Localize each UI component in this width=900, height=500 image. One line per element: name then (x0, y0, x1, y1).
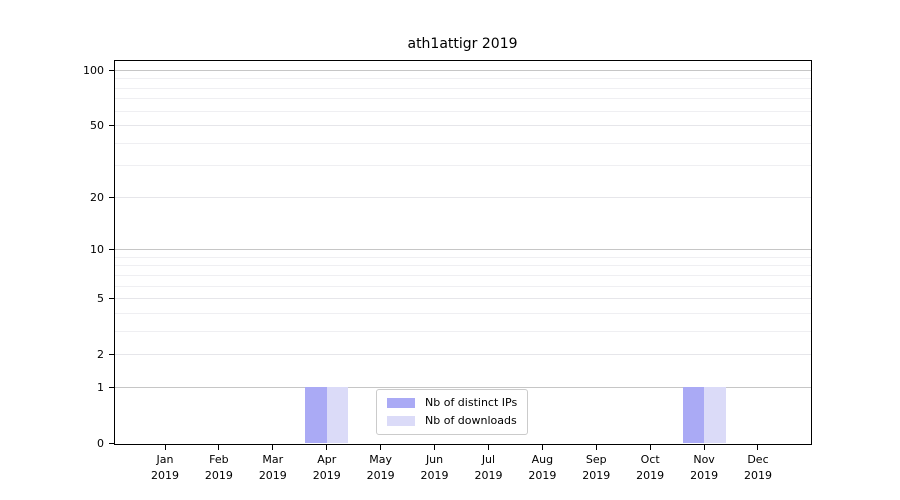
gridline-minor (114, 110, 811, 112)
x-tick-label: Dec 2019 (743, 453, 772, 482)
x-tick (595, 444, 597, 450)
bar-distinct-ips (682, 387, 705, 444)
bar-distinct-ips (305, 387, 327, 444)
y-tick (108, 196, 114, 198)
gridline-major (114, 69, 811, 71)
axis-spine-left (113, 59, 115, 445)
gridline-major (114, 386, 811, 388)
y-tick (108, 125, 114, 127)
x-tick (380, 444, 382, 450)
legend-item-distinct-ips: Nb of distinct IPs (387, 397, 517, 409)
gridline-minor (114, 78, 811, 80)
y-tick (108, 249, 114, 251)
y-tick-label: 0 (97, 437, 104, 450)
x-tick (218, 444, 220, 450)
x-tick-label: May 2019 (366, 453, 395, 482)
gridline-minor (114, 330, 811, 332)
y-tick-label: 5 (97, 292, 104, 306)
bar-downloads (326, 387, 349, 444)
gridline-minor (114, 274, 811, 276)
x-tick-label: Feb 2019 (204, 453, 233, 482)
gridline-mid (114, 354, 811, 356)
bar-downloads (704, 387, 726, 444)
y-tick (108, 354, 114, 356)
x-tick (757, 444, 759, 450)
gridline-minor (114, 265, 811, 267)
y-tick (108, 298, 114, 300)
x-tick-label: Nov 2019 (690, 453, 719, 482)
y-tick (108, 386, 114, 388)
y-tick (108, 69, 114, 71)
gridline-mid (114, 298, 811, 300)
x-tick-label: Apr 2019 (312, 453, 341, 482)
gridline-minor (114, 312, 811, 314)
legend-item-downloads: Nb of downloads (387, 415, 517, 427)
y-tick-label: 2 (97, 348, 104, 362)
legend-swatch-downloads (387, 416, 415, 426)
x-tick (434, 444, 436, 450)
axis-spine-top (113, 59, 812, 61)
x-tick-label: Jan 2019 (151, 453, 179, 482)
x-tick-label: Jun 2019 (420, 453, 449, 482)
x-tick-label: Mar 2019 (258, 453, 287, 482)
x-tick-label: Sep 2019 (582, 453, 611, 482)
chart-title: ath1attigr 2019 (407, 36, 518, 52)
y-tick-label: 20 (90, 190, 104, 204)
gridline-mid (114, 125, 811, 127)
axis-spine-right (810, 59, 812, 445)
axis-spine-bottom (113, 443, 812, 445)
gridline-minor (114, 165, 811, 167)
legend: Nb of distinct IPs Nb of downloads (376, 389, 529, 435)
gridline-minor (114, 256, 811, 258)
gridline-minor (114, 87, 811, 89)
x-tick-label: Jul 2019 (474, 453, 503, 482)
x-tick (487, 444, 489, 450)
y-tick-label: 50 (90, 119, 104, 133)
gridline-minor (114, 98, 811, 100)
x-tick-label: Aug 2019 (528, 453, 557, 482)
x-tick (649, 444, 651, 450)
gridline-major (114, 249, 811, 251)
gridline-minor (114, 142, 811, 144)
x-tick (272, 444, 274, 450)
y-tick-label: 10 (90, 243, 104, 257)
x-tick-label: Oct 2019 (636, 453, 665, 482)
y-tick-label: 100 (83, 63, 104, 77)
x-tick (703, 444, 705, 450)
gridline-mid (114, 196, 811, 198)
x-tick (326, 444, 328, 450)
x-tick (164, 444, 166, 450)
legend-label-distinct-ips: Nb of distinct IPs (425, 396, 518, 409)
legend-label-downloads: Nb of downloads (425, 414, 517, 427)
y-tick (108, 443, 114, 444)
gridline-minor (114, 285, 811, 287)
y-tick-label: 1 (97, 380, 104, 394)
x-tick (541, 444, 543, 450)
plot-area (114, 60, 811, 444)
legend-swatch-distinct-ips (387, 398, 415, 408)
